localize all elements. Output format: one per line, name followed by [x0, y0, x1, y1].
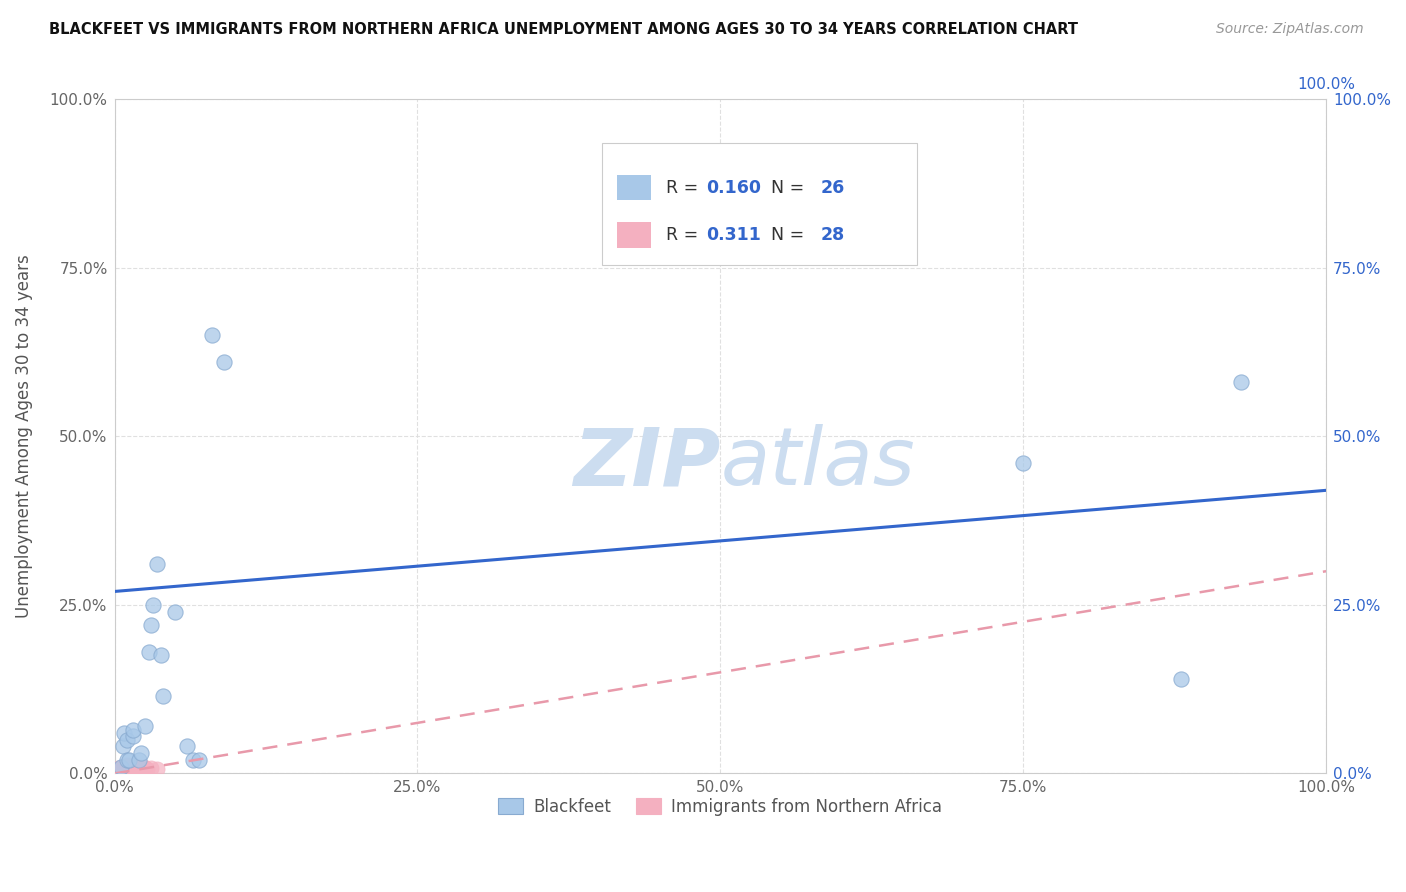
Point: [114, 762, 136, 776]
Point: [115, 761, 138, 775]
Point: [115, 753, 138, 767]
Point: [105, 763, 128, 777]
Point: [1012, 456, 1035, 470]
Point: [110, 761, 132, 775]
Point: [176, 739, 198, 754]
Text: R =: R =: [666, 178, 703, 196]
Point: [110, 760, 132, 774]
Point: [1170, 672, 1192, 686]
Point: [128, 753, 150, 767]
FancyBboxPatch shape: [602, 144, 917, 265]
Point: [120, 760, 142, 774]
Point: [121, 761, 143, 775]
Point: [139, 761, 162, 775]
Point: [129, 760, 152, 774]
Point: [188, 753, 211, 767]
Point: [121, 730, 143, 744]
Point: [200, 328, 222, 343]
Point: [124, 761, 146, 775]
Text: 0.311: 0.311: [706, 226, 761, 244]
Text: N =: N =: [761, 226, 810, 244]
Text: 26: 26: [821, 178, 845, 196]
Point: [212, 355, 235, 369]
Point: [118, 763, 141, 777]
Point: [108, 763, 131, 777]
Point: [146, 763, 169, 777]
Point: [134, 719, 156, 733]
Point: [125, 763, 148, 777]
Point: [107, 761, 129, 775]
Legend: Blackfeet, Immigrants from Northern Africa: Blackfeet, Immigrants from Northern Afri…: [492, 791, 949, 822]
Text: BLACKFEET VS IMMIGRANTS FROM NORTHERN AFRICA UNEMPLOYMENT AMONG AGES 30 TO 34 YE: BLACKFEET VS IMMIGRANTS FROM NORTHERN AF…: [49, 22, 1078, 37]
Point: [112, 760, 135, 774]
Text: N =: N =: [761, 178, 810, 196]
Point: [121, 723, 143, 737]
Text: ZIP: ZIP: [574, 425, 720, 502]
Point: [149, 648, 172, 663]
Point: [152, 689, 174, 703]
Point: [183, 753, 205, 767]
Point: [165, 605, 187, 619]
Point: [132, 760, 155, 774]
Point: [139, 618, 162, 632]
Point: [142, 598, 165, 612]
Point: [128, 762, 150, 776]
Point: [112, 762, 135, 776]
Point: [112, 726, 135, 740]
Point: [112, 739, 135, 754]
Point: [134, 761, 156, 775]
Point: [122, 760, 145, 774]
Point: [129, 761, 152, 775]
Point: [1230, 376, 1253, 390]
Point: [115, 758, 138, 772]
Point: [136, 762, 159, 776]
Point: [117, 762, 139, 776]
Point: [121, 762, 143, 776]
Point: [131, 762, 153, 776]
Text: 28: 28: [821, 226, 845, 244]
Text: atlas: atlas: [720, 425, 915, 502]
FancyBboxPatch shape: [617, 175, 651, 201]
Text: Source: ZipAtlas.com: Source: ZipAtlas.com: [1216, 22, 1364, 37]
Point: [129, 746, 152, 760]
Text: R =: R =: [666, 226, 703, 244]
Y-axis label: Unemployment Among Ages 30 to 34 years: Unemployment Among Ages 30 to 34 years: [15, 254, 32, 618]
Point: [118, 753, 141, 767]
Point: [138, 645, 160, 659]
Point: [146, 558, 169, 572]
Text: 0.160: 0.160: [706, 178, 761, 196]
Point: [127, 761, 149, 775]
FancyBboxPatch shape: [617, 222, 651, 248]
Point: [115, 732, 138, 747]
Point: [111, 760, 134, 774]
